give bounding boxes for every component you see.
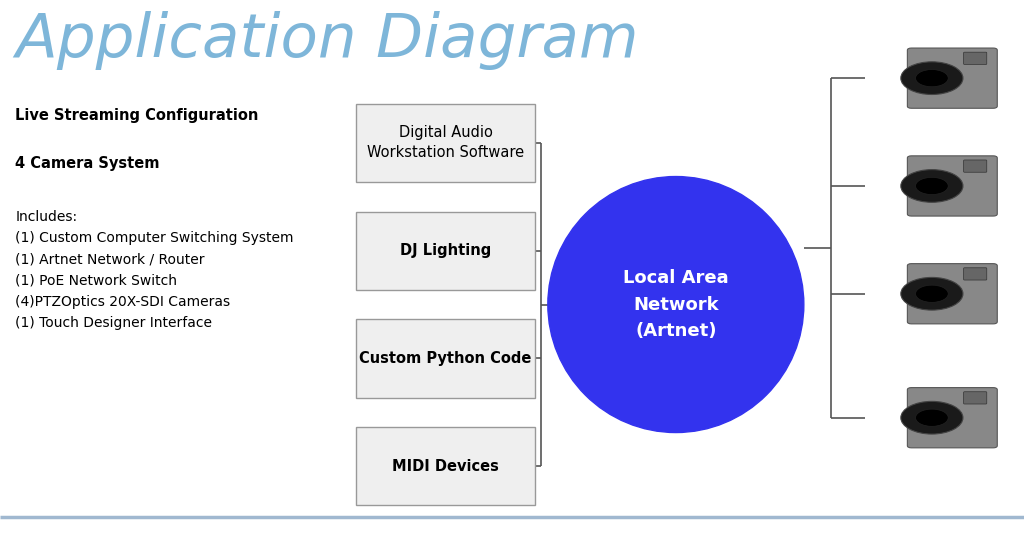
- Circle shape: [915, 177, 948, 195]
- Circle shape: [901, 278, 963, 310]
- FancyBboxPatch shape: [907, 156, 997, 216]
- FancyBboxPatch shape: [964, 160, 987, 172]
- FancyBboxPatch shape: [964, 392, 987, 404]
- FancyBboxPatch shape: [964, 52, 987, 65]
- Circle shape: [915, 285, 948, 302]
- Text: Live Streaming Configuration: Live Streaming Configuration: [15, 108, 259, 123]
- FancyBboxPatch shape: [907, 48, 997, 108]
- FancyBboxPatch shape: [966, 277, 985, 310]
- FancyBboxPatch shape: [907, 388, 997, 448]
- Circle shape: [915, 409, 948, 426]
- Circle shape: [901, 402, 963, 434]
- Text: Application Diagram: Application Diagram: [15, 11, 639, 70]
- FancyBboxPatch shape: [966, 61, 985, 95]
- Circle shape: [901, 62, 963, 94]
- Text: DJ Lighting: DJ Lighting: [399, 243, 492, 258]
- FancyBboxPatch shape: [356, 427, 535, 506]
- Text: Custom Python Code: Custom Python Code: [359, 351, 531, 366]
- Ellipse shape: [548, 177, 804, 432]
- Text: Local Area
Network
(Artnet): Local Area Network (Artnet): [623, 269, 729, 340]
- FancyBboxPatch shape: [966, 169, 985, 203]
- Text: Includes:
(1) Custom Computer Switching System
(1) Artnet Network / Router
(1) P: Includes: (1) Custom Computer Switching …: [15, 210, 294, 330]
- Text: 4 Camera System: 4 Camera System: [15, 156, 160, 171]
- FancyBboxPatch shape: [356, 319, 535, 398]
- FancyBboxPatch shape: [356, 103, 535, 182]
- Circle shape: [901, 170, 963, 202]
- FancyBboxPatch shape: [964, 268, 987, 280]
- Circle shape: [915, 70, 948, 87]
- Text: Digital Audio
Workstation Software: Digital Audio Workstation Software: [367, 126, 524, 160]
- FancyBboxPatch shape: [966, 401, 985, 434]
- Text: MIDI Devices: MIDI Devices: [392, 459, 499, 474]
- FancyBboxPatch shape: [356, 211, 535, 290]
- FancyBboxPatch shape: [907, 264, 997, 324]
